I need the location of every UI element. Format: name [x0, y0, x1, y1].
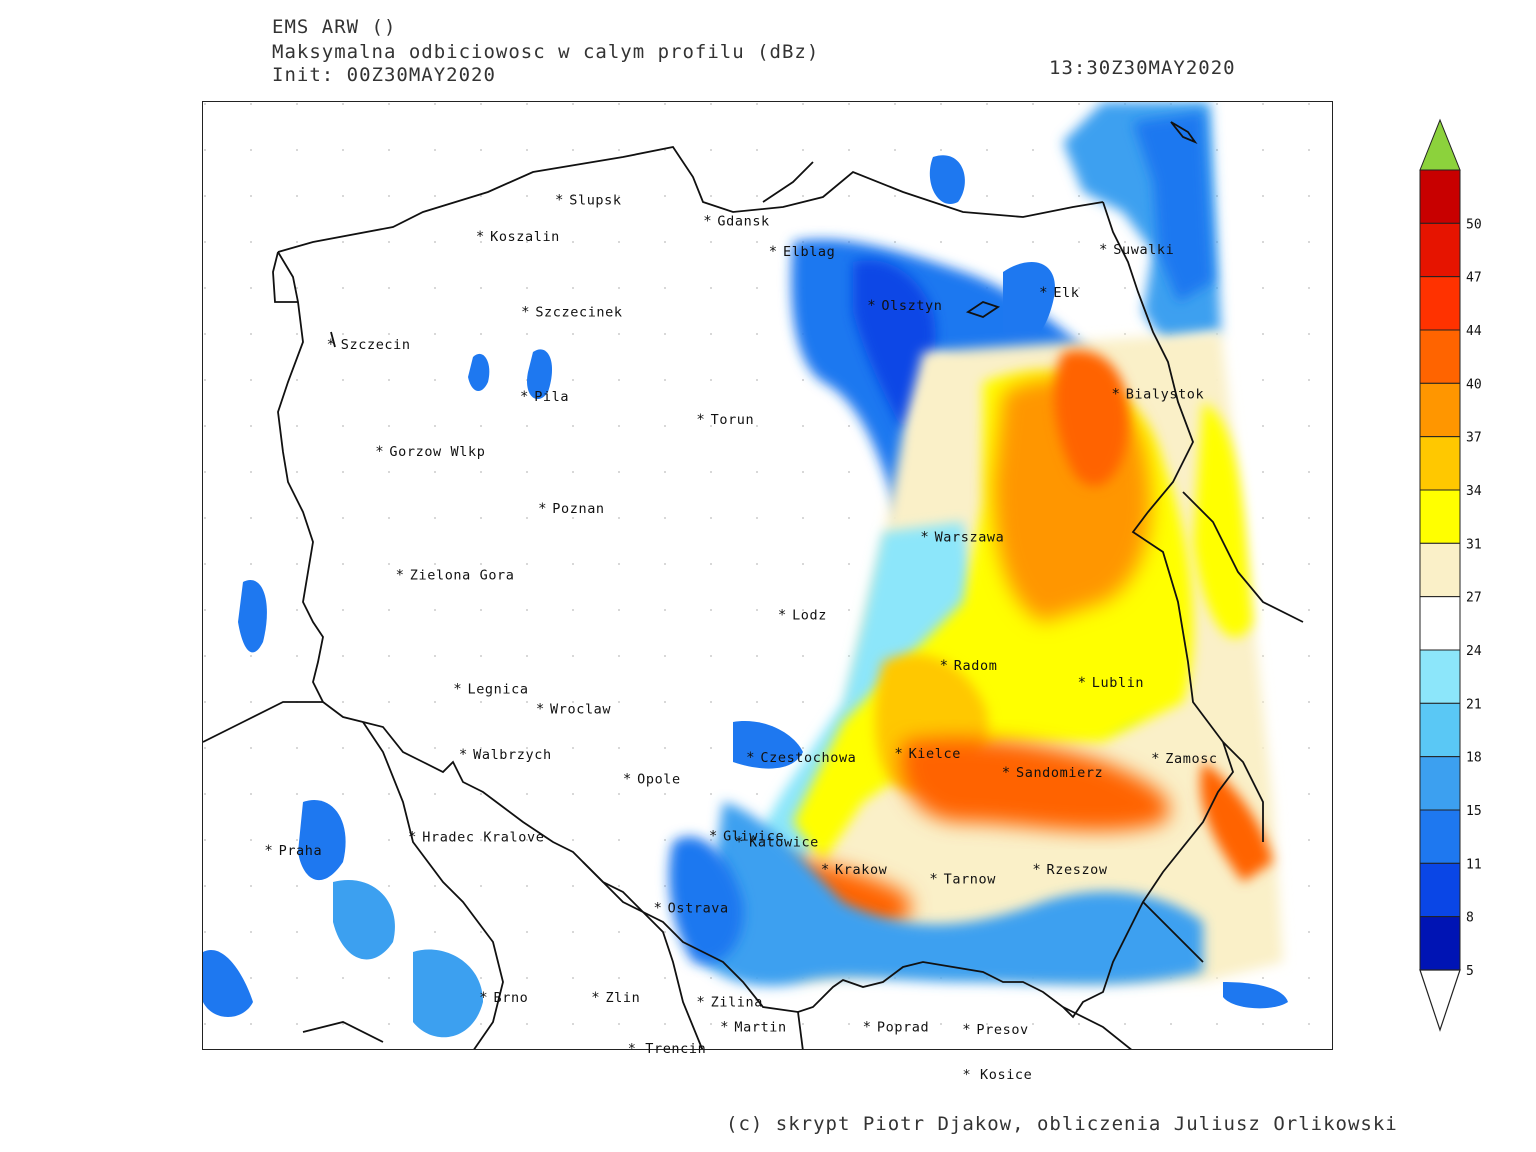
legend-color-box [1419, 276, 1461, 331]
legend-color-box [1419, 169, 1461, 224]
city-trencin: * Trencin [628, 1041, 707, 1057]
reflectivity-field [203, 102, 1332, 1049]
legend-color-box [1419, 916, 1461, 971]
valid-time: 13:30Z30MAY2020 [1049, 57, 1236, 79]
init-time: Init: 00Z30MAY2020 [272, 64, 496, 86]
city-label: Kosice [980, 1066, 1033, 1083]
legend-level-label: 34 [1466, 484, 1482, 499]
legend-level-label: 37 [1466, 431, 1482, 446]
legend-level-label: 50 [1466, 217, 1482, 232]
country-borders [203, 121, 1304, 1049]
legend-color-box [1419, 489, 1461, 544]
legend-level-label: 27 [1466, 591, 1482, 606]
legend-level-label: 11 [1466, 857, 1482, 872]
legend-color-box [1419, 702, 1461, 758]
legend-level-label: 21 [1466, 697, 1482, 712]
legend-color-box [1419, 862, 1461, 918]
legend-under-triangle [1419, 969, 1461, 1032]
legend-level-label: 40 [1466, 377, 1482, 392]
legend-level-label: 31 [1466, 537, 1482, 552]
legend-color-box [1419, 756, 1461, 811]
reflectivity-shading [203, 102, 1288, 1038]
legend-over-triangle [1419, 118, 1461, 171]
legend-level-label: 15 [1466, 804, 1482, 819]
reflectivity-map: * Slupsk * Gdansk * Koszalin * Elblag * Suwalki * E… [202, 101, 1333, 1050]
legend-color-box [1419, 329, 1461, 384]
city-marker: * [627, 1041, 646, 1057]
legend-level-label: 8 [1466, 911, 1474, 926]
legend-color-box [1419, 222, 1461, 278]
city-label: Trencin [645, 1041, 707, 1057]
legend-level-label: 47 [1466, 271, 1482, 286]
legend-level-label: 5 [1466, 964, 1474, 979]
legend-color-box [1419, 542, 1461, 598]
legend-level-label: 24 [1466, 644, 1482, 659]
model-title: EMS ARW () [272, 16, 397, 38]
legend-color-box [1419, 596, 1461, 651]
color-scale-legend: 5 8 11 15 18 21 24 27 31 34 37 40 44 47 50 [1419, 118, 1482, 1032]
legend-level-label: 18 [1466, 751, 1482, 766]
legend-color-box [1419, 382, 1461, 438]
credit-text: (c) skrypt Piotr Djakow, obliczenia Juli… [726, 1113, 1398, 1135]
legend-color-box [1419, 649, 1461, 704]
city-kosice: * Kosice [963, 1067, 1033, 1083]
legend-color-box [1419, 809, 1461, 864]
city-marker: * [962, 1066, 981, 1083]
legend-level-label: 44 [1466, 324, 1482, 339]
field-title: Maksymalna odbiciowosc w calym profilu (… [272, 41, 820, 63]
legend-color-box [1419, 436, 1461, 491]
